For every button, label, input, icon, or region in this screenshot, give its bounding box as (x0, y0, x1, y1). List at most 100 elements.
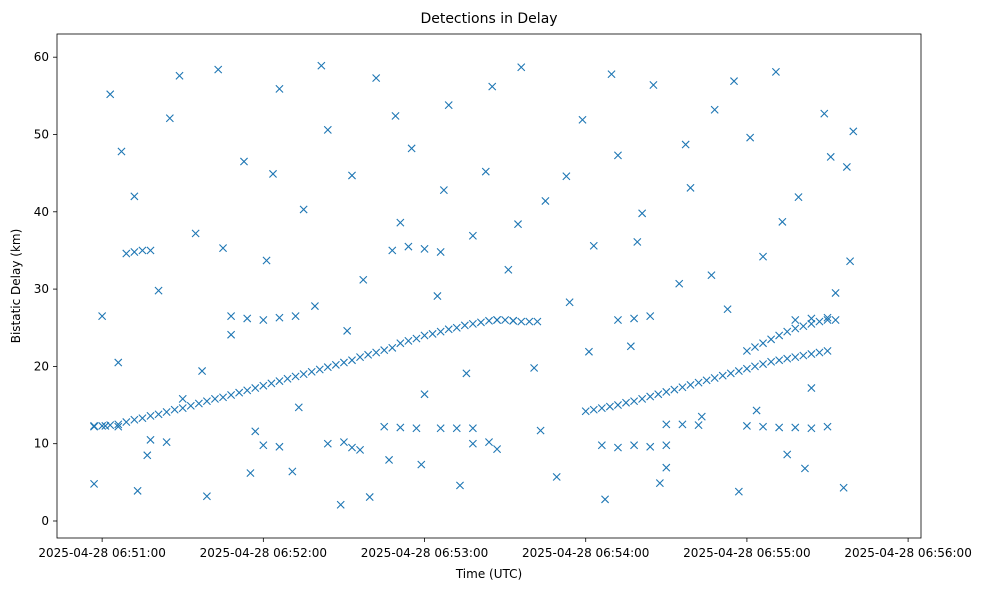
detection-point-s1-0 (396, 339, 405, 348)
detection-point-s4-0 (90, 421, 99, 430)
detection-point-s8-68 (175, 71, 184, 80)
detection-point-s8-16 (288, 467, 297, 476)
detection-point-s7-6 (420, 244, 429, 253)
detection-point-s8-80 (462, 369, 471, 378)
detection-point-s1-17 (533, 317, 542, 326)
detection-point-s2-3 (605, 402, 614, 411)
x-axis-label: Time (UTC) (455, 567, 522, 581)
detection-point-s7-2 (138, 246, 147, 255)
detection-point-s4-6 (436, 424, 445, 433)
detection-point-s2-27 (799, 351, 808, 360)
detection-point-s8-39 (565, 298, 574, 307)
detection-point-s8-3 (130, 192, 139, 201)
detection-point-s8-42 (601, 495, 610, 504)
detection-point-s2-14 (694, 378, 703, 387)
detection-point-s1-16 (525, 317, 534, 326)
detection-point-s8-61 (831, 288, 840, 297)
detection-point-s1-4 (428, 329, 437, 338)
detection-point-s2-2 (597, 404, 606, 413)
detection-point-s4-3 (380, 422, 389, 431)
detection-point-s2-23 (767, 357, 776, 366)
detection-point-s3-3 (767, 335, 776, 344)
detection-point-s2-17 (718, 371, 727, 380)
detection-point-s0-35 (372, 348, 381, 357)
detection-point-s0-5 (130, 415, 139, 424)
detection-point-s8-77 (391, 111, 400, 120)
detection-point-s5-11 (613, 443, 622, 452)
detection-point-s2-15 (702, 376, 711, 385)
detection-point-s3-7 (799, 322, 808, 331)
detection-point-s8-41 (589, 241, 598, 250)
y-tick-label-5: 50 (34, 127, 49, 141)
detection-point-s8-88 (655, 479, 664, 488)
detection-point-s7-1 (130, 247, 139, 256)
detection-point-s1-13 (501, 316, 510, 325)
detection-point-s8-44 (626, 342, 635, 351)
detection-point-s8-59 (807, 384, 816, 393)
detection-point-s8-18 (310, 302, 319, 311)
detection-point-s8-9 (202, 492, 211, 501)
y-tick-label-4: 40 (34, 205, 49, 219)
detection-point-s2-21 (750, 362, 759, 371)
detection-point-s8-6 (165, 114, 174, 123)
detection-point-s8-26 (407, 144, 416, 153)
detection-point-s6-11 (807, 314, 816, 323)
detection-point-s8-33 (493, 445, 502, 454)
detection-point-s6-2 (259, 316, 268, 325)
detection-point-s5-4 (323, 439, 332, 448)
detection-point-s1-2 (412, 334, 421, 343)
detection-point-s8-23 (372, 74, 381, 83)
detection-point-s4-12 (742, 421, 751, 430)
detection-point-s0-25 (291, 372, 300, 381)
detection-point-s6-6 (509, 316, 518, 325)
detection-point-s6-0 (227, 312, 236, 321)
detection-point-s8-73 (294, 403, 303, 412)
detection-point-s6-9 (646, 312, 655, 321)
detection-point-s4-9 (662, 420, 671, 429)
detection-point-s2-4 (613, 401, 622, 410)
detection-point-s2-18 (726, 369, 735, 378)
detection-point-s6-13 (831, 316, 840, 325)
detection-point-s8-12 (239, 157, 248, 166)
detection-point-s8-17 (299, 205, 308, 214)
detection-point-s5-5 (339, 438, 348, 447)
detection-point-s8-36 (530, 363, 539, 372)
detection-point-s8-55 (759, 252, 768, 261)
x-tick-label-0: 2025-04-28 06:51:00 (38, 546, 165, 560)
detection-point-s6-3 (275, 313, 284, 322)
detection-point-s8-53 (734, 487, 743, 496)
detection-point-s3-0 (742, 346, 751, 355)
detection-point-s2-11 (670, 385, 679, 394)
detection-point-s8-78 (417, 460, 426, 469)
detection-point-s1-6 (444, 325, 453, 334)
detection-point-s8-70 (219, 244, 228, 253)
detection-point-s3-1 (750, 343, 759, 352)
plot-frame (56, 33, 922, 539)
detection-point-s4-17 (823, 422, 832, 431)
detection-point-s4-16 (807, 424, 816, 433)
detection-point-s8-28 (433, 292, 442, 301)
detection-point-s0-16 (219, 393, 228, 402)
detection-point-s8-7 (178, 394, 187, 403)
detection-point-s5-12 (630, 441, 639, 450)
detection-point-s6-5 (493, 316, 502, 325)
detection-point-s0-34 (364, 350, 373, 359)
detection-point-s8-8 (191, 229, 200, 238)
detection-point-s0-32 (347, 356, 356, 365)
detection-point-s8-91 (730, 77, 739, 86)
detection-point-s0-22 (267, 379, 276, 388)
detection-point-s8-29 (444, 101, 453, 110)
detection-point-s8-57 (783, 450, 792, 459)
detection-point-s7-7 (436, 247, 445, 256)
detection-point-s8-89 (681, 140, 690, 149)
y-tick-label-0: 0 (41, 514, 49, 528)
detection-point-s3-9 (815, 317, 824, 326)
detection-point-s2-8 (646, 392, 655, 401)
y-axis-label: Bistatic Delay (km) (9, 229, 23, 344)
detection-point-s1-10 (476, 318, 485, 327)
detection-point-s2-19 (734, 367, 743, 376)
detection-point-s8-92 (752, 406, 761, 415)
detection-point-s8-82 (514, 220, 523, 229)
detection-point-s2-20 (742, 364, 751, 373)
